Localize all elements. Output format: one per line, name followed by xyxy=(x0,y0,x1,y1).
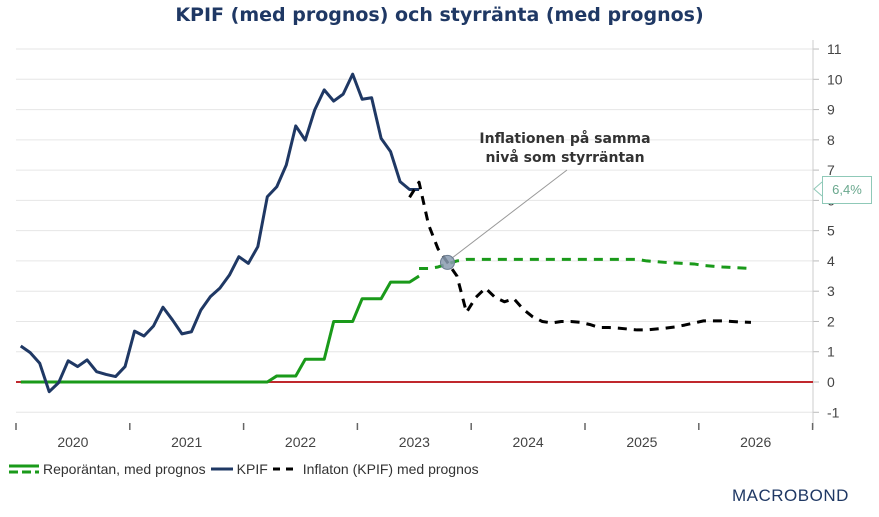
y-tick-label: -1 xyxy=(827,404,840,420)
x-tick-label: 2024 xyxy=(513,434,544,450)
y-tick-label: 5 xyxy=(827,223,835,239)
legend-swatch-repo xyxy=(9,464,39,474)
y-tick-label: 0 xyxy=(827,374,835,390)
legend-item-inflation: Inflaton (KPIF) med prognos xyxy=(272,461,479,477)
chart-title: KPIF (med prognos) och styrränta (med pr… xyxy=(175,4,704,26)
legend-swatch-kpif xyxy=(210,467,233,471)
x-tick-label: 2020 xyxy=(57,434,88,450)
series-line-repo-actual xyxy=(20,274,420,384)
y-tick-label: 3 xyxy=(827,283,835,299)
annotation-text: nivå som styrräntan xyxy=(485,149,644,166)
x-tick-label: 2021 xyxy=(171,434,202,450)
legend-label: Inflaton (KPIF) med prognos xyxy=(302,461,479,477)
y-tick-label: 10 xyxy=(827,71,843,87)
y-tick-label: 1 xyxy=(827,344,835,360)
series-line-kpif xyxy=(19,72,420,394)
annotation-text: Inflationen på samma xyxy=(479,130,650,147)
legend: Reporäntan, med prognos KPIF Inflaton (K… xyxy=(8,461,483,477)
annotation-marker xyxy=(439,254,455,270)
chart-plot: -101234567891011202020212022202320242025… xyxy=(15,40,843,450)
y-tick-label: 2 xyxy=(827,313,835,329)
y-tick-label: 11 xyxy=(827,41,842,57)
y-tick-label: 9 xyxy=(827,102,835,118)
legend-item-repo: Reporäntan, med prognos xyxy=(8,461,206,477)
x-tick-label: 2025 xyxy=(626,434,657,450)
series-line-repo-forecast xyxy=(419,257,752,270)
macrobond-logo: MACROBOND xyxy=(732,486,849,505)
legend-item-kpif: KPIF xyxy=(210,461,268,477)
last-value-label: 6,4% xyxy=(822,176,872,204)
x-tick-label: 2023 xyxy=(399,434,430,450)
annotation-pointer xyxy=(451,169,568,259)
legend-label: Reporäntan, med prognos xyxy=(43,461,206,477)
y-tick-label: 4 xyxy=(827,253,835,269)
series-line-inflaton-kpif-med-prognos xyxy=(408,180,752,332)
y-tick-label: 8 xyxy=(827,132,835,148)
last-value-pointer xyxy=(813,181,823,197)
y-tick-label: 7 xyxy=(827,162,835,178)
x-tick-label: 2026 xyxy=(740,434,771,450)
legend-label: KPIF xyxy=(236,461,268,477)
x-tick-label: 2022 xyxy=(285,434,316,450)
legend-swatch-inflation xyxy=(272,467,299,471)
